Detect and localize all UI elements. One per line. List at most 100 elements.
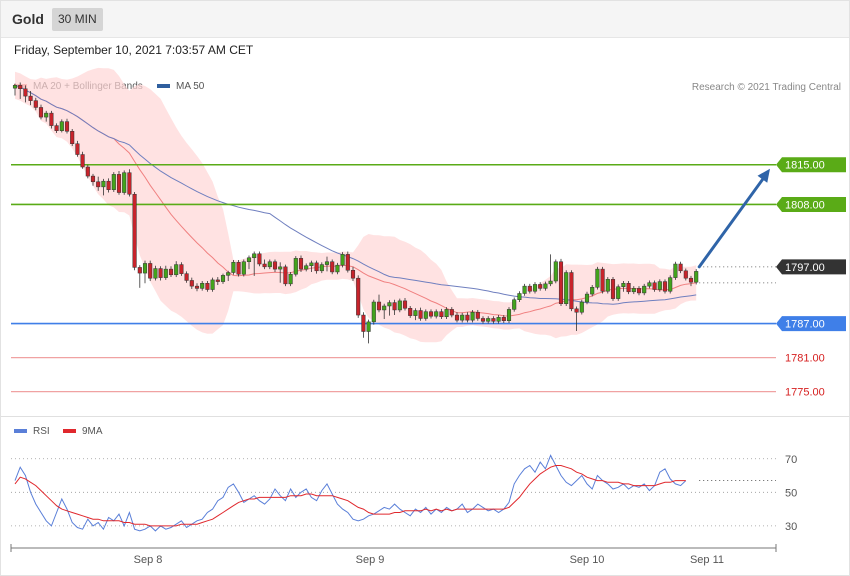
candle bbox=[142, 260, 148, 284]
candle bbox=[610, 277, 616, 301]
candle bbox=[408, 305, 413, 318]
candle-body bbox=[205, 283, 210, 290]
candle-body bbox=[688, 277, 694, 283]
candle bbox=[309, 260, 314, 272]
candle bbox=[486, 316, 491, 324]
candle-body bbox=[366, 321, 371, 332]
level-support_light: 1775.00 bbox=[11, 387, 825, 399]
candle bbox=[600, 266, 605, 294]
candle bbox=[564, 270, 569, 306]
header-bar: Gold 30 MIN bbox=[1, 1, 849, 38]
candle bbox=[246, 255, 252, 270]
candle bbox=[163, 265, 168, 280]
candle-body bbox=[662, 281, 668, 292]
candle-body bbox=[96, 181, 101, 188]
candle bbox=[194, 283, 200, 292]
candle-body bbox=[496, 317, 501, 322]
candle-body bbox=[387, 302, 392, 307]
candle bbox=[220, 273, 226, 284]
candle-body bbox=[18, 85, 23, 89]
candle bbox=[522, 283, 527, 296]
candle-body bbox=[548, 280, 553, 285]
candle bbox=[647, 280, 652, 289]
candle-body bbox=[122, 172, 127, 193]
candle-body bbox=[538, 284, 543, 289]
candle-body bbox=[402, 300, 408, 309]
candle bbox=[626, 281, 631, 295]
candle bbox=[579, 299, 584, 315]
legend-rsi: RSI bbox=[14, 426, 50, 438]
ma50-swatch bbox=[157, 84, 170, 89]
candle-body bbox=[647, 282, 652, 287]
candle-body bbox=[64, 121, 70, 132]
candle bbox=[631, 286, 636, 295]
candle-body bbox=[220, 275, 226, 282]
candle-body bbox=[506, 309, 512, 321]
candle bbox=[683, 268, 688, 281]
candle-body bbox=[252, 253, 257, 259]
candle-body bbox=[54, 125, 59, 131]
candle-body bbox=[304, 265, 309, 270]
forecast-arrow bbox=[697, 168, 770, 269]
candle bbox=[506, 307, 512, 324]
candle bbox=[28, 91, 33, 106]
candle bbox=[496, 315, 501, 324]
candle-body bbox=[376, 301, 382, 311]
candle bbox=[96, 176, 101, 191]
candle bbox=[257, 251, 262, 267]
candle-body bbox=[116, 174, 122, 193]
timeframe-badge[interactable]: 30 MIN bbox=[52, 8, 103, 31]
symbol-title: Gold bbox=[12, 11, 44, 27]
candle bbox=[158, 266, 163, 281]
candle bbox=[694, 269, 699, 285]
candle bbox=[340, 252, 345, 268]
candle bbox=[210, 277, 215, 292]
candle-body bbox=[423, 311, 428, 319]
candle-body bbox=[527, 285, 532, 292]
candle-body bbox=[382, 305, 387, 311]
candle bbox=[215, 277, 220, 285]
rsi-tick-label: 30 bbox=[785, 521, 797, 533]
candle bbox=[12, 83, 18, 96]
candle bbox=[668, 275, 673, 294]
candle-body bbox=[148, 263, 153, 279]
candle bbox=[231, 260, 236, 275]
candle-body bbox=[683, 270, 688, 279]
candle bbox=[345, 251, 350, 273]
candle-body bbox=[330, 261, 335, 273]
candle bbox=[652, 280, 657, 292]
candle-body bbox=[70, 131, 75, 145]
candle-body bbox=[569, 272, 574, 310]
candle bbox=[80, 151, 85, 169]
candle bbox=[371, 299, 376, 325]
level-label-box bbox=[776, 316, 846, 332]
candle bbox=[18, 82, 23, 99]
candle-body bbox=[194, 285, 200, 289]
arrow-shaft bbox=[697, 173, 768, 269]
candle-body bbox=[59, 121, 64, 131]
candle bbox=[153, 265, 158, 281]
x-tick-label: Sep 9 bbox=[356, 554, 385, 566]
rsi-tick-label: 50 bbox=[785, 487, 797, 499]
candle-body bbox=[553, 261, 558, 282]
candle-body bbox=[673, 263, 678, 278]
rsi-panel: 70 50 30 bbox=[11, 454, 797, 533]
candle bbox=[387, 300, 392, 316]
candle bbox=[64, 118, 70, 134]
candle-body bbox=[132, 193, 137, 268]
candle bbox=[304, 263, 309, 272]
candle bbox=[267, 259, 272, 270]
candle-body bbox=[314, 262, 319, 272]
level-label-box bbox=[776, 259, 846, 275]
candle-body bbox=[694, 271, 699, 283]
candle bbox=[262, 259, 267, 270]
candle-body bbox=[272, 261, 278, 270]
candle-body bbox=[142, 263, 148, 274]
candle-body bbox=[668, 277, 673, 292]
candle bbox=[423, 309, 428, 321]
candle-body bbox=[90, 175, 96, 183]
candle-body bbox=[278, 266, 283, 270]
candle-body bbox=[470, 311, 475, 321]
legend-rsi-label: RSI bbox=[33, 426, 50, 437]
candle-body bbox=[356, 277, 361, 316]
